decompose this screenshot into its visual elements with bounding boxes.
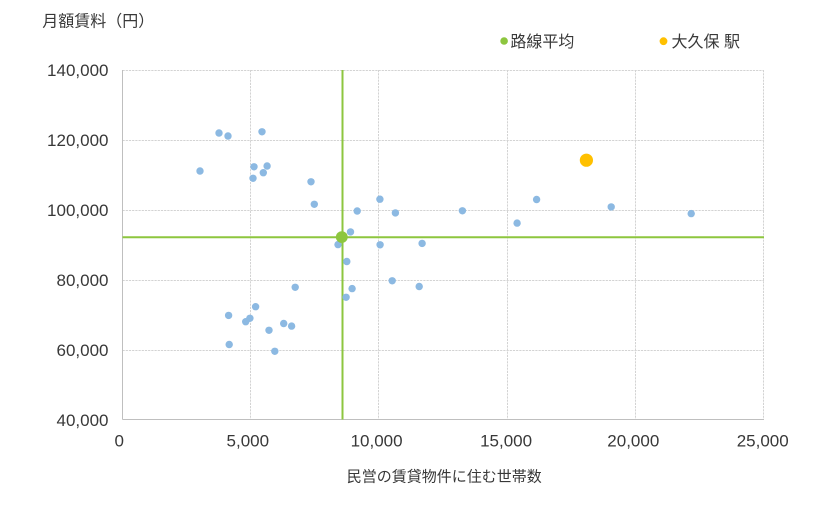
svg-text:5,000: 5,000	[227, 432, 270, 451]
svg-text:140,000: 140,000	[47, 61, 108, 80]
svg-text:60,000: 60,000	[57, 341, 109, 360]
svg-text:25,000: 25,000	[737, 432, 789, 451]
svg-text:100,000: 100,000	[47, 201, 108, 220]
svg-text:月額賃料（円）: 月額賃料（円）	[42, 12, 154, 30]
svg-text:民営の賃貸物件に住む世帯数: 民営の賃貸物件に住む世帯数	[347, 469, 542, 486]
svg-text:0: 0	[114, 432, 123, 451]
svg-text:路線平均: 路線平均	[510, 33, 574, 51]
svg-text:120,000: 120,000	[47, 131, 108, 150]
svg-text:80,000: 80,000	[57, 271, 109, 290]
svg-text:大久保 駅: 大久保 駅	[672, 33, 740, 51]
svg-text:10,000: 10,000	[351, 432, 403, 451]
svg-text:20,000: 20,000	[607, 432, 659, 451]
svg-text:40,000: 40,000	[57, 411, 109, 430]
svg-text:15,000: 15,000	[480, 432, 532, 451]
